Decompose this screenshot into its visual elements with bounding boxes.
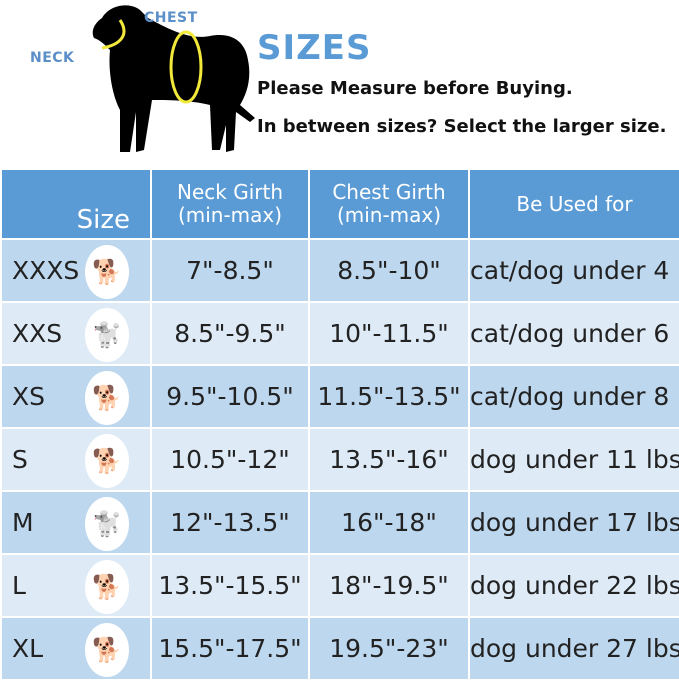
used-for-cell: dog under 27 lbs xyxy=(468,616,679,681)
size-cell: XL 🐕 xyxy=(0,616,152,681)
chest-girth-cell: 19.5"-23" xyxy=(308,616,470,681)
size-cell: L 🐕 xyxy=(0,553,152,618)
pet-photo-icon: 🐕 xyxy=(85,371,129,425)
pet-photo-icon: 🐕 xyxy=(85,434,129,488)
neck-girth-cell: 8.5"-9.5" xyxy=(150,301,310,366)
neck-girth-cell: 15.5"-17.5" xyxy=(150,616,310,681)
chest-girth-cell: 13.5"-16" xyxy=(308,427,470,492)
used-for-cell: cat/dog under 6 lbs xyxy=(468,301,679,366)
table-row: XL 🐕 15.5"-17.5" 19.5"-23" dog under 27 l… xyxy=(0,616,679,681)
col-header-size: Size xyxy=(0,168,152,240)
chest-label: CHEST xyxy=(144,10,198,26)
size-label: L xyxy=(12,571,26,600)
table-row: XS 🐕 9.5"-10.5" 11.5"-13.5" cat/dog under… xyxy=(0,364,679,429)
chest-header-line2: (min-max) xyxy=(336,203,442,227)
neck-label: NECK xyxy=(30,50,75,66)
size-cell: M 🐩 xyxy=(0,490,152,555)
page-title: SIZES xyxy=(257,28,372,68)
neck-girth-cell: 10.5"-12" xyxy=(150,427,310,492)
size-label: XS xyxy=(12,382,45,411)
neck-girth-cell: 13.5"-15.5" xyxy=(150,553,310,618)
used-for-cell: cat/dog under 4 lbs xyxy=(468,238,679,303)
size-label: XXS xyxy=(12,319,63,348)
size-table: Size Neck Girth (min-max) Chest Girth (min… xyxy=(0,168,679,681)
pet-photo-icon: 🐩 xyxy=(85,497,129,551)
used-for-cell: cat/dog under 8 lbs xyxy=(468,364,679,429)
col-header-neck: Neck Girth (min-max) xyxy=(150,168,310,240)
size-cell: XXS 🐩 xyxy=(0,301,152,366)
size-label: S xyxy=(12,445,28,474)
dog-silhouette-icon xyxy=(92,5,256,153)
pet-photo-icon: 🐕 xyxy=(85,623,129,677)
neck-girth-cell: 7"-8.5" xyxy=(150,238,310,303)
measure-note: Please Measure before Buying. xyxy=(257,78,573,99)
neck-girth-cell: 12"-13.5" xyxy=(150,490,310,555)
size-label: XL xyxy=(12,634,44,663)
chest-girth-cell: 16"-18" xyxy=(308,490,470,555)
table-row: XXXS🐕 7"-8.5" 8.5"-10" cat/dog under 4 l… xyxy=(0,238,679,303)
size-cell: XS 🐕 xyxy=(0,364,152,429)
size-cell: XXXS 🐕 xyxy=(0,238,152,303)
neck-girth-cell: 9.5"-10.5" xyxy=(150,364,310,429)
table-header-row: Size Neck Girth (min-max) Chest Girth (min… xyxy=(0,168,679,240)
chest-girth-cell: 10"-11.5" xyxy=(308,301,470,366)
table-row: XXS 🐩 8.5"-9.5" 10"-11.5" cat/dog under 6… xyxy=(0,301,679,366)
neck-header-line1: Neck Girth xyxy=(177,180,283,204)
col-header-used-for: Be Used for xyxy=(468,168,679,240)
pet-photo-icon: 🐕 xyxy=(85,245,129,299)
pet-photo-icon: 🐩 xyxy=(85,308,129,362)
size-label: M xyxy=(12,508,34,537)
size-cell: S 🐕 xyxy=(0,427,152,492)
chest-girth-cell: 11.5"-13.5" xyxy=(308,364,470,429)
chest-header-line1: Chest Girth xyxy=(332,180,446,204)
table-row: M 🐩 12"-13.5" 16"-18" dog under 17 lbs xyxy=(0,490,679,555)
used-for-cell: dog under 11 lbs xyxy=(468,427,679,492)
between-sizes-note: In between sizes? Select the larger size… xyxy=(257,116,667,137)
col-header-chest: Chest Girth (min-max) xyxy=(308,168,470,240)
neck-header-line2: (min-max) xyxy=(177,203,283,227)
table-row: L 🐕 13.5"-15.5" 18"-19.5" dog under 22 lb… xyxy=(0,553,679,618)
used-for-cell: dog under 22 lbs xyxy=(468,553,679,618)
chest-girth-cell: 18"-19.5" xyxy=(308,553,470,618)
pet-photo-icon: 🐕 xyxy=(85,560,129,614)
table-row: S 🐕 10.5"-12" 13.5"-16" dog under 11 lbs xyxy=(0,427,679,492)
chest-girth-cell: 8.5"-10" xyxy=(308,238,470,303)
size-label: XXXS xyxy=(12,256,80,285)
used-for-cell: dog under 17 lbs xyxy=(468,490,679,555)
